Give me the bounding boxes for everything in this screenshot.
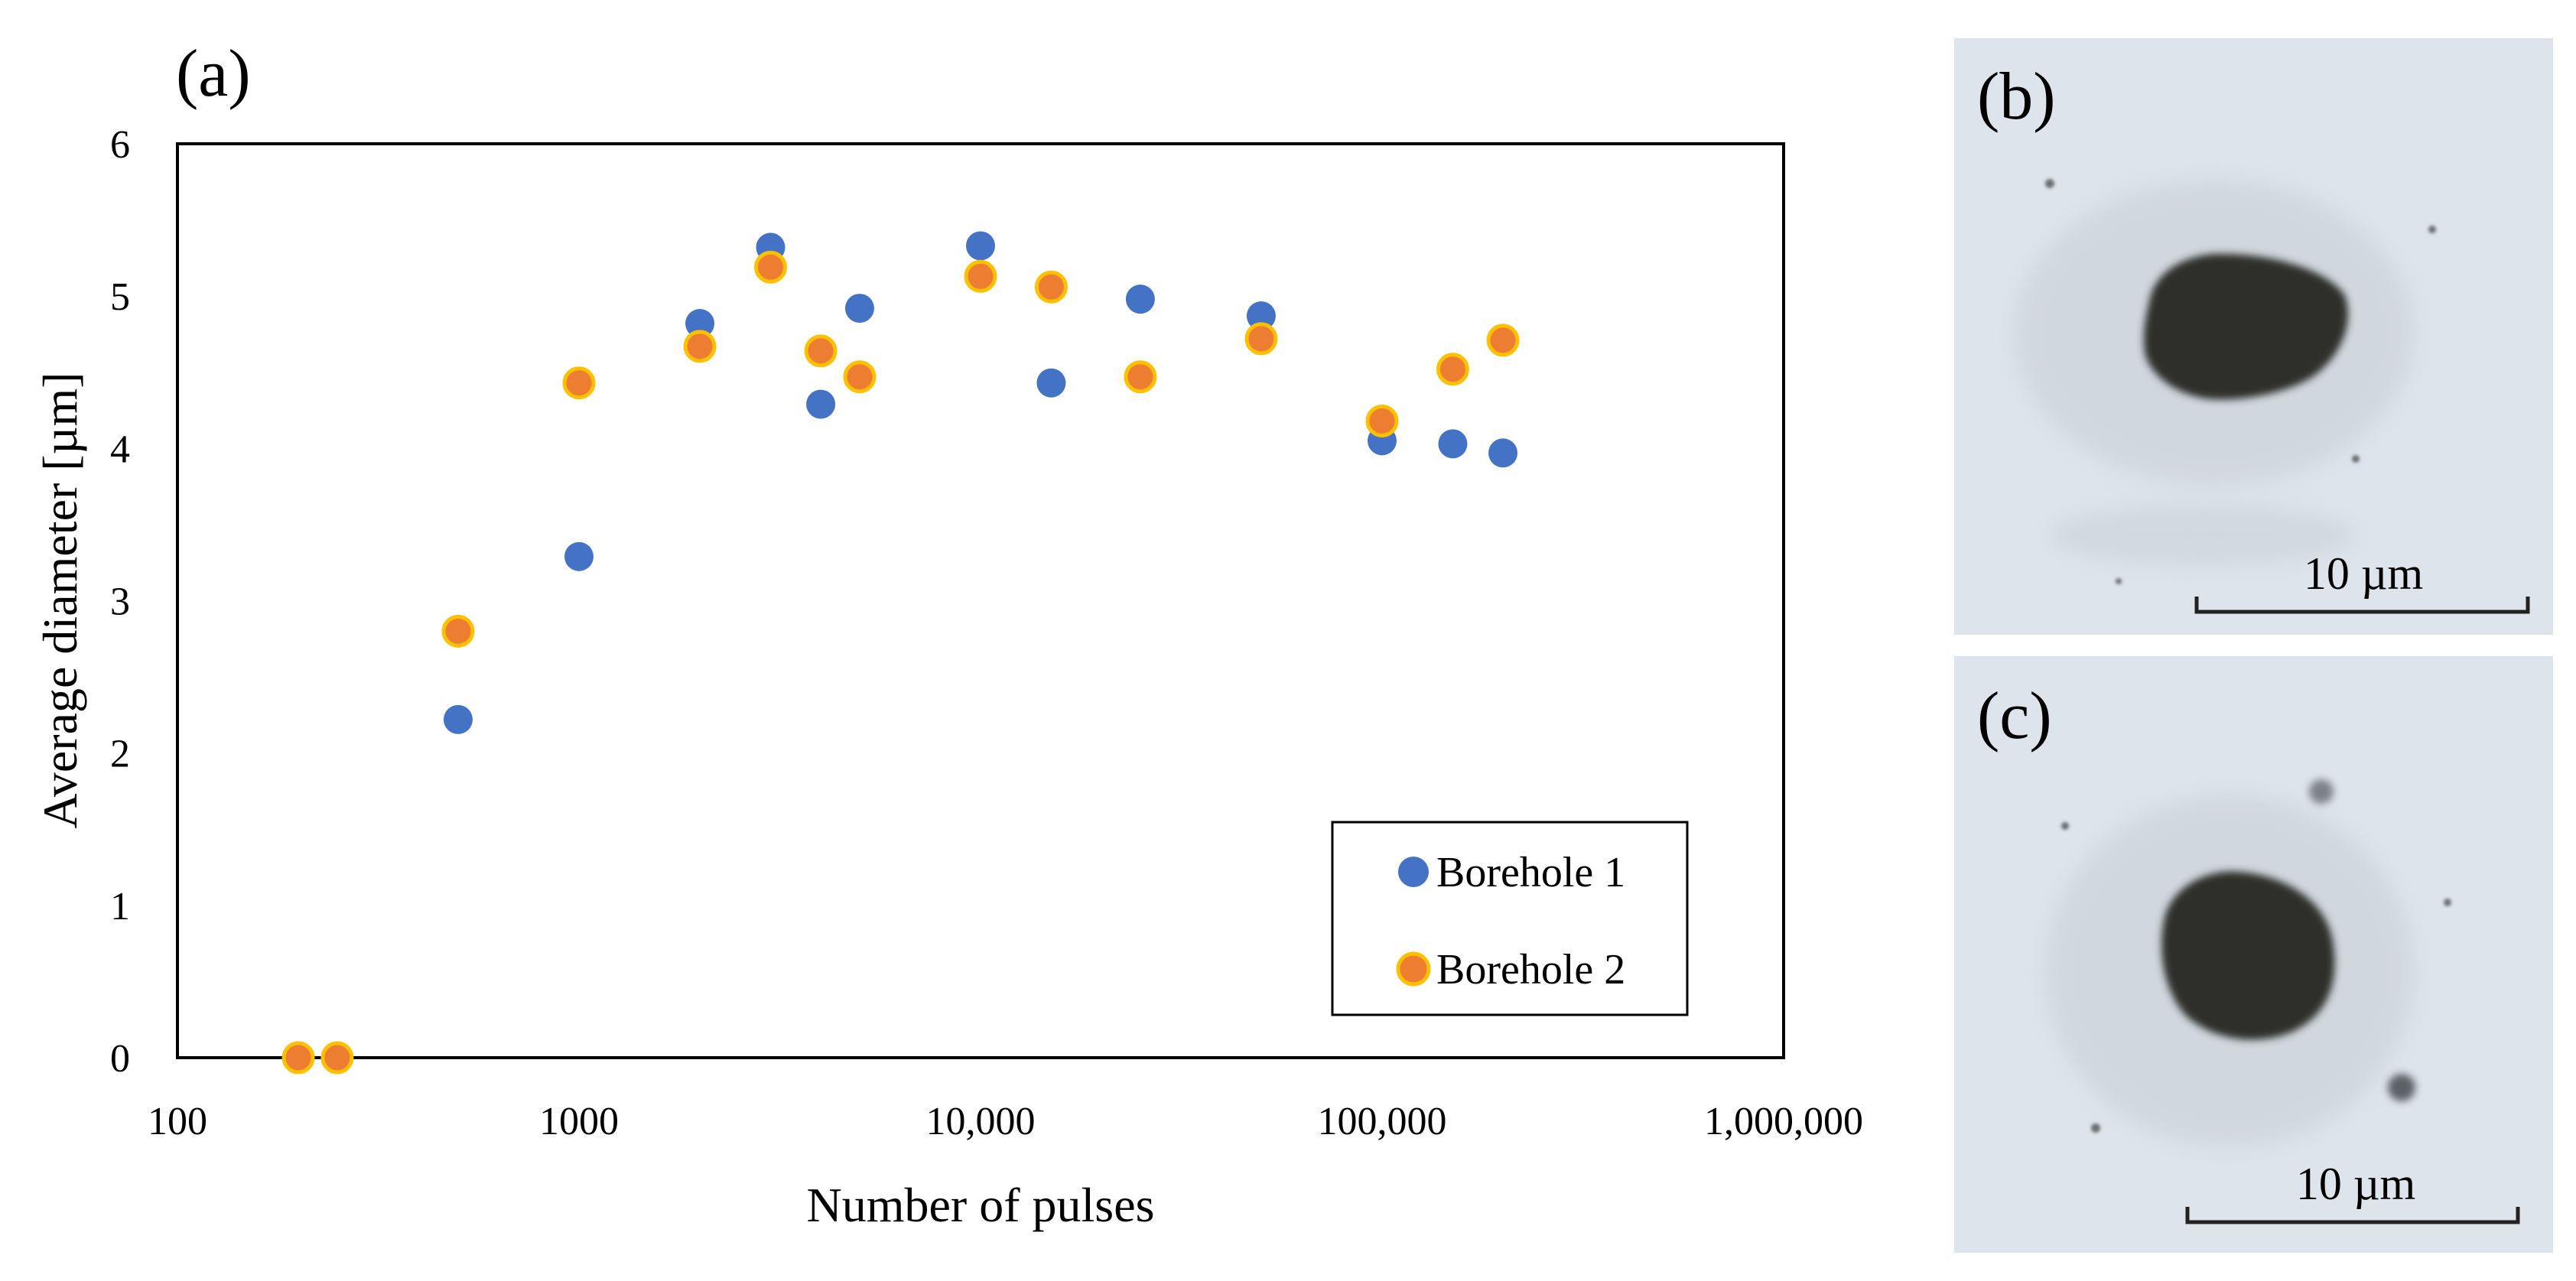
micrograph-b-scale-bar	[2194, 597, 2530, 614]
data-point	[804, 334, 838, 368]
data-point	[683, 330, 717, 363]
x-tick-label: 100,000	[1318, 1100, 1447, 1143]
chart-panel: (a) 0 1 2 3 4 5 6 100 1000 10,000 100,000 1,000,00…	[33, 37, 1863, 1232]
micrograph-c-speck	[2388, 1074, 2415, 1101]
micrograph-b-particle	[2143, 253, 2348, 400]
legend-marker-borehole-1	[1398, 857, 1429, 887]
data-point	[1125, 284, 1155, 314]
micrograph-c-speck	[2444, 899, 2451, 906]
micrograph-b: (b) 10 µm	[1954, 38, 2553, 635]
y-axis-tick-labels: 0 1 2 3 4 5 6	[110, 123, 130, 1081]
legend-box	[1331, 821, 1689, 1016]
legend-label-borehole-1: Borehole 1	[1436, 849, 1625, 896]
data-point	[1488, 438, 1518, 468]
micrograph-c-scale-bar	[2185, 1207, 2520, 1224]
micrograph-b-speck	[2116, 578, 2122, 584]
y-axis-title: Average diameter [µm]	[33, 372, 87, 828]
data-point	[1244, 322, 1278, 356]
panel-label-a: (a)	[176, 37, 251, 111]
data-point	[806, 389, 836, 419]
data-point	[1365, 404, 1399, 437]
micrograph-c-speck	[2091, 1123, 2100, 1133]
micrograph-b-scale-bar-label: 10 µm	[2304, 548, 2423, 599]
micrograph-b-smudge	[2050, 505, 2356, 566]
micrograph-c-scale-bar-label: 10 µm	[2296, 1159, 2415, 1209]
data-point	[1246, 301, 1276, 331]
micrograph-c-particle	[2161, 871, 2335, 1040]
panel-label-b: (b)	[1977, 60, 2056, 134]
legend: Borehole 1 Borehole 2	[1331, 821, 1689, 1016]
data-point	[964, 259, 997, 293]
data-point	[844, 294, 874, 324]
data-point	[1034, 270, 1068, 304]
x-axis-tick-labels: 100 1000 10,000 100,000 1,000,000	[148, 1100, 1863, 1143]
micrograph-c: (c) 10 µm	[1954, 656, 2553, 1253]
x-axis-title: Number of pulses	[806, 1178, 1154, 1232]
data-point	[685, 309, 715, 339]
data-point	[1124, 360, 1157, 394]
data-point	[966, 231, 995, 261]
data-point	[564, 541, 594, 571]
data-point	[281, 1041, 315, 1075]
y-tick-label: 5	[110, 275, 130, 319]
y-tick-label: 6	[110, 123, 130, 167]
micrograph-c-speck	[2061, 822, 2069, 830]
data-point	[1036, 368, 1066, 398]
y-tick-label: 4	[110, 428, 130, 471]
data-point	[843, 360, 877, 394]
y-tick-label: 2	[110, 733, 130, 776]
data-series	[281, 231, 1520, 1075]
legend-label-borehole-2: Borehole 2	[1436, 946, 1625, 993]
panel-label-c: (c)	[1977, 679, 2052, 753]
data-point	[753, 250, 787, 284]
x-tick-label: 1000	[539, 1100, 619, 1143]
y-tick-label: 1	[110, 885, 130, 928]
series-borehole-2	[281, 250, 1520, 1075]
micrograph-b-speck	[2352, 455, 2360, 463]
x-tick-label: 100	[148, 1100, 207, 1143]
data-point	[1486, 324, 1520, 357]
data-point	[441, 614, 475, 648]
legend-marker-borehole-2	[1396, 951, 1431, 987]
micrograph-b-speck	[2428, 226, 2436, 233]
micrograph-c-speck	[2309, 779, 2334, 804]
y-tick-label: 3	[110, 580, 130, 624]
x-tick-label: 1,000,000	[1704, 1100, 1863, 1143]
data-point	[1436, 353, 1469, 386]
y-tick-label: 0	[110, 1037, 130, 1081]
data-point	[443, 704, 473, 734]
micrograph-b-speck	[2045, 179, 2054, 188]
data-point	[1438, 429, 1468, 459]
x-tick-label: 10,000	[926, 1100, 1036, 1143]
data-point	[320, 1041, 354, 1075]
data-point	[562, 366, 596, 400]
